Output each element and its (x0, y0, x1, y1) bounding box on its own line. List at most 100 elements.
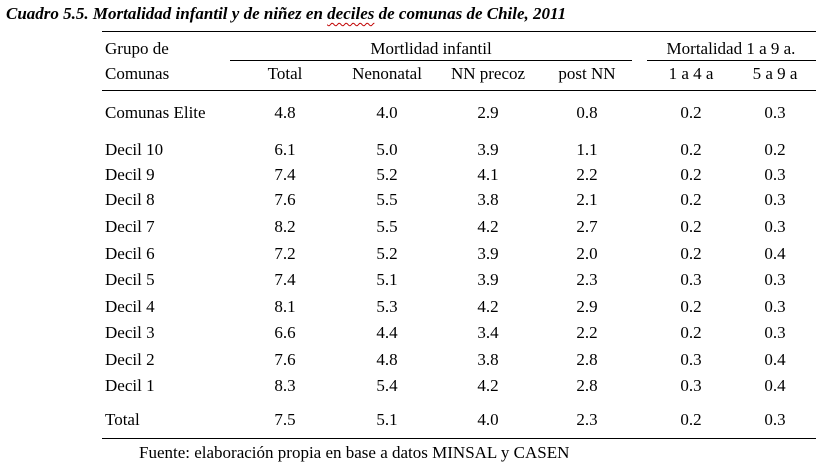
row-label: Decil 8 (105, 190, 155, 209)
cell-post-nn: 2.1 (576, 190, 598, 209)
cell-nn-precoz: 4.2 (477, 217, 499, 236)
cell-post-nn: 1.1 (576, 140, 598, 159)
row-label: Decil 3 (105, 323, 155, 342)
cell-age-5-9: 0.3 (764, 410, 786, 429)
cell-total: 7.2 (274, 244, 296, 263)
cell-neonatal: 4.8 (376, 350, 398, 369)
column-header-neonatal: Nenonatal (352, 64, 422, 83)
cell-nn-precoz: 3.9 (477, 140, 499, 159)
cell-post-nn: 2.9 (576, 297, 598, 316)
cell-age-1-4: 0.3 (680, 376, 702, 395)
cell-neonatal: 5.0 (376, 140, 398, 159)
cell-nn-precoz: 4.0 (477, 410, 499, 429)
group-header-line1: Grupo de (105, 39, 169, 58)
title-suffix: de comunas de Chile, 2011 (374, 4, 567, 23)
child-group-underline (647, 60, 816, 61)
cell-age-1-4: 0.2 (680, 244, 702, 263)
group-header-line2: Comunas (105, 64, 170, 83)
cell-total: 4.8 (274, 103, 296, 122)
cell-age-1-4: 0.2 (680, 140, 702, 159)
row-label: Decil 5 (105, 270, 155, 289)
row-label: Total (105, 410, 140, 429)
cell-post-nn: 2.0 (576, 244, 598, 263)
cell-total: 6.6 (274, 323, 296, 342)
cell-post-nn: 2.2 (576, 323, 598, 342)
cell-neonatal: 5.5 (376, 190, 398, 209)
cell-age-5-9: 0.3 (764, 270, 786, 289)
table-top-rule (102, 31, 816, 32)
column-header-post-nn: post NN (558, 64, 616, 83)
row-label: Decil 4 (105, 297, 155, 316)
cell-total: 8.1 (274, 297, 296, 316)
cell-neonatal: 5.3 (376, 297, 398, 316)
cell-nn-precoz: 2.9 (477, 103, 499, 122)
cell-nn-precoz: 4.2 (477, 376, 499, 395)
cell-nn-precoz: 3.9 (477, 270, 499, 289)
cell-total: 7.5 (274, 410, 296, 429)
row-label: Decil 9 (105, 165, 155, 184)
column-header-age-1-4: 1 a 4 a (668, 64, 714, 83)
cell-post-nn: 2.3 (576, 410, 598, 429)
table-title: Cuadro 5.5. Mortalidad infantil y de niñ… (6, 3, 566, 25)
title-prefix: Cuadro 5.5. Mortalidad infantil y de niñ… (6, 4, 328, 23)
cell-age-5-9: 0.3 (764, 217, 786, 236)
cell-total: 7.6 (274, 350, 296, 369)
cell-age-5-9: 0.3 (764, 165, 786, 184)
cell-total: 7.4 (274, 270, 296, 289)
row-label: Decil 1 (105, 376, 155, 395)
cell-post-nn: 2.8 (576, 350, 598, 369)
cell-nn-precoz: 4.1 (477, 165, 499, 184)
cell-age-1-4: 0.2 (680, 217, 702, 236)
cell-age-5-9: 0.2 (764, 140, 786, 159)
cell-neonatal: 5.5 (376, 217, 398, 236)
header-bottom-rule (102, 90, 816, 91)
cell-age-5-9: 0.3 (764, 297, 786, 316)
cell-post-nn: 2.3 (576, 270, 598, 289)
cell-neonatal: 4.0 (376, 103, 398, 122)
column-header-total: Total (267, 64, 303, 83)
cell-age-5-9: 0.3 (764, 323, 786, 342)
cell-age-1-4: 0.2 (680, 190, 702, 209)
cell-post-nn: 2.8 (576, 376, 598, 395)
cell-neonatal: 5.1 (376, 410, 398, 429)
column-header-nn-precoz: NN precoz (450, 64, 526, 83)
cell-total: 7.4 (274, 165, 296, 184)
table-bottom-rule (102, 438, 816, 439)
cell-total: 8.2 (274, 217, 296, 236)
infant-group-underline (230, 60, 632, 61)
child-mortality-group-header: Mortalidad 1 a 9 a. (666, 39, 796, 58)
cell-age-1-4: 0.2 (680, 410, 702, 429)
cell-post-nn: 2.2 (576, 165, 598, 184)
cell-neonatal: 4.4 (376, 323, 398, 342)
table-source-note: Fuente: elaboración propia en base a dat… (139, 443, 570, 462)
row-label: Decil 6 (105, 244, 155, 263)
row-label: Decil 7 (105, 217, 155, 236)
cell-post-nn: 2.7 (576, 217, 598, 236)
row-label: Comunas Elite (105, 103, 206, 122)
cell-neonatal: 5.2 (376, 244, 398, 263)
cell-age-5-9: 0.4 (764, 244, 786, 263)
cell-age-1-4: 0.2 (680, 297, 702, 316)
infant-mortality-group-header: Mortlidad infantil (370, 39, 492, 58)
cell-age-1-4: 0.2 (680, 165, 702, 184)
column-header-age-5-9: 5 a 9 a (752, 64, 798, 83)
cell-nn-precoz: 3.8 (477, 190, 499, 209)
cell-neonatal: 5.2 (376, 165, 398, 184)
title-underlined-word: deciles (327, 4, 375, 23)
row-label: Decil 10 (105, 140, 164, 159)
cell-total: 6.1 (274, 140, 296, 159)
cell-neonatal: 5.1 (376, 270, 398, 289)
cell-post-nn: 0.8 (576, 103, 598, 122)
cell-total: 8.3 (274, 376, 296, 395)
cell-age-5-9: 0.4 (764, 350, 786, 369)
cell-age-1-4: 0.2 (680, 103, 702, 122)
cell-nn-precoz: 3.9 (477, 244, 499, 263)
cell-nn-precoz: 3.8 (477, 350, 499, 369)
cell-age-5-9: 0.3 (764, 190, 786, 209)
cell-age-5-9: 0.3 (764, 103, 786, 122)
cell-neonatal: 5.4 (376, 376, 398, 395)
cell-nn-precoz: 3.4 (477, 323, 499, 342)
cell-age-1-4: 0.3 (680, 350, 702, 369)
cell-age-1-4: 0.3 (680, 270, 702, 289)
cell-age-5-9: 0.4 (764, 376, 786, 395)
